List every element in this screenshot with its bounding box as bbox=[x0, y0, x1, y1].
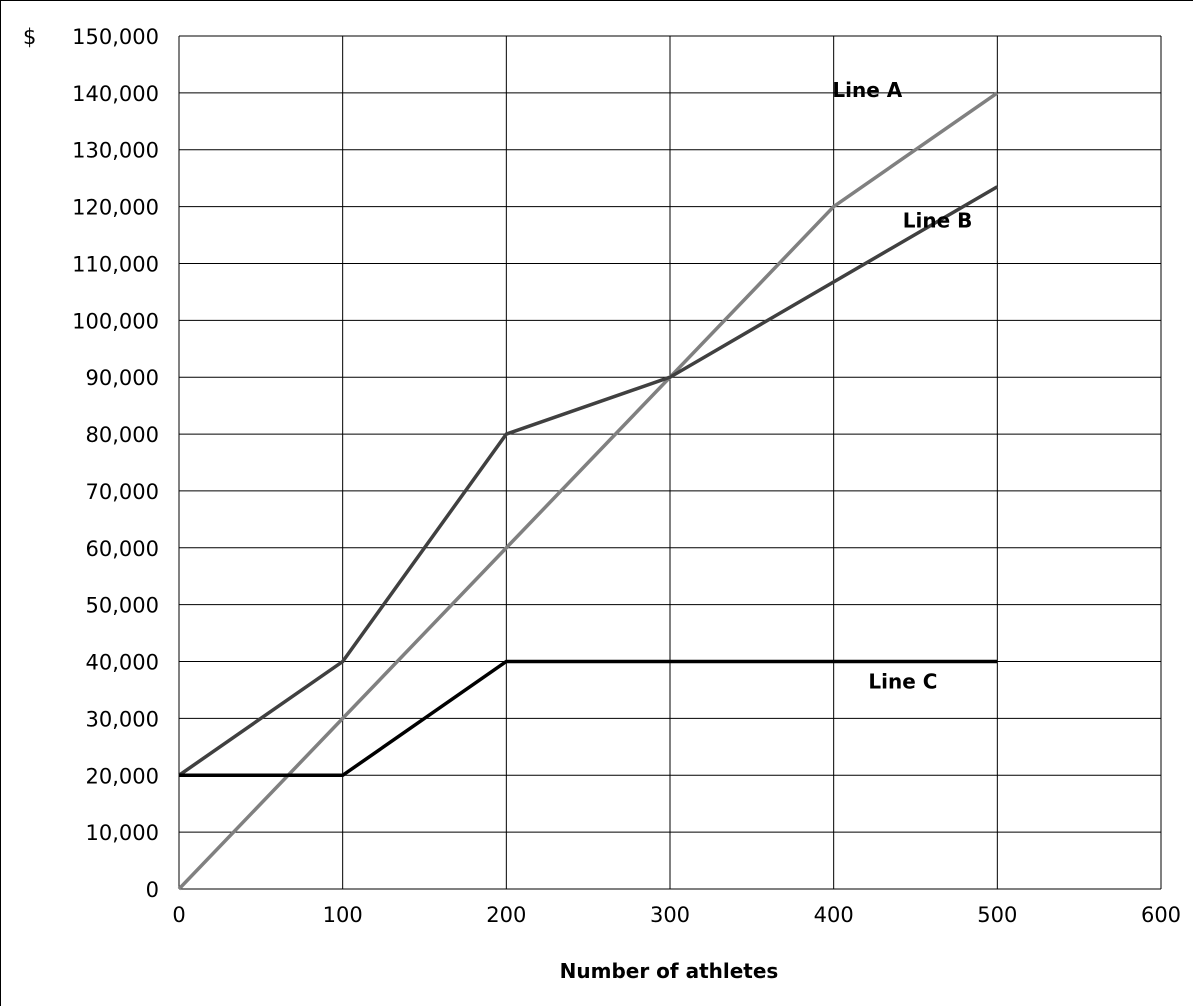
y-tick-label: 40,000 bbox=[86, 651, 159, 675]
series-line-line-b bbox=[178, 185, 999, 777]
y-tick-label: 150,000 bbox=[72, 25, 159, 49]
y-tick-label: 130,000 bbox=[72, 139, 159, 163]
y-tick-labels: 0 10,000 20,000 30,000 40,000 50,000 60,000 70,… bbox=[72, 25, 159, 902]
y-tick-label: 60,000 bbox=[86, 537, 159, 561]
y-tick-label: 140,000 bbox=[72, 82, 159, 106]
y-axis-unit-label: $ bbox=[23, 25, 36, 49]
series-label-line-b: Line B bbox=[903, 209, 973, 233]
y-tick-label: 10,000 bbox=[86, 821, 159, 845]
x-tick-label: 600 bbox=[1141, 903, 1181, 927]
series-label-line-c: Line C bbox=[868, 669, 937, 693]
series-label-line-a: Line A bbox=[832, 78, 902, 102]
x-tick-label: 500 bbox=[977, 903, 1017, 927]
x-tick-labels: 0 100 200 300 400 500 600 bbox=[172, 903, 1181, 927]
y-tick-label: 50,000 bbox=[86, 594, 159, 618]
y-tick-label: 120,000 bbox=[72, 196, 159, 220]
series-line-line-c bbox=[179, 659, 998, 778]
y-tick-label: 30,000 bbox=[86, 707, 159, 731]
y-tick-label: 70,000 bbox=[86, 480, 159, 504]
y-tick-label: 110,000 bbox=[72, 252, 159, 276]
series-line-line-a bbox=[177, 91, 999, 891]
y-tick-label: 80,000 bbox=[86, 423, 159, 447]
y-tick-label: 90,000 bbox=[86, 366, 159, 390]
label-layer: Line A Line B Line C bbox=[832, 78, 972, 693]
x-tick-label: 200 bbox=[486, 903, 526, 927]
x-axis-title: Number of athletes bbox=[560, 959, 779, 983]
y-tick-label: 20,000 bbox=[86, 764, 159, 788]
grid-layer bbox=[178, 35, 1162, 890]
x-tick-label: 0 bbox=[172, 903, 185, 927]
x-tick-label: 400 bbox=[814, 903, 854, 927]
y-tick-label: 100,000 bbox=[72, 309, 159, 333]
x-tick-label: 100 bbox=[323, 903, 363, 927]
y-tick-label: 0 bbox=[146, 878, 159, 902]
series-layer bbox=[177, 91, 999, 891]
x-tick-label: 300 bbox=[650, 903, 690, 927]
